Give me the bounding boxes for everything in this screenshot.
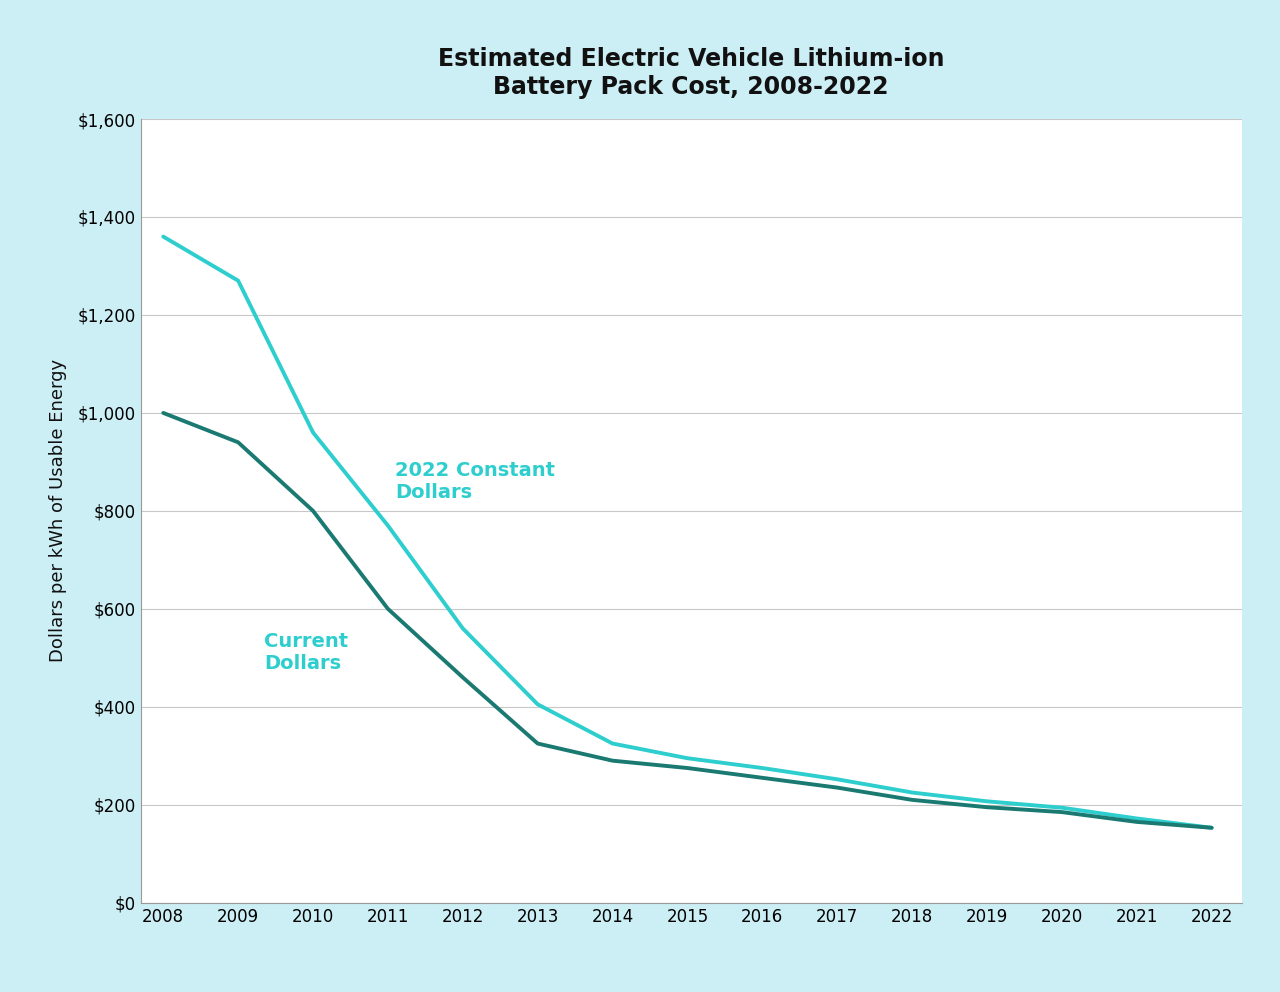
Text: 2022 Constant
Dollars: 2022 Constant Dollars	[396, 461, 556, 502]
Title: Estimated Electric Vehicle Lithium-ion
Battery Pack Cost, 2008-2022: Estimated Electric Vehicle Lithium-ion B…	[438, 48, 945, 99]
Text: Current
Dollars: Current Dollars	[265, 633, 348, 674]
Y-axis label: Dollars per kWh of Usable Energy: Dollars per kWh of Usable Energy	[49, 359, 67, 663]
